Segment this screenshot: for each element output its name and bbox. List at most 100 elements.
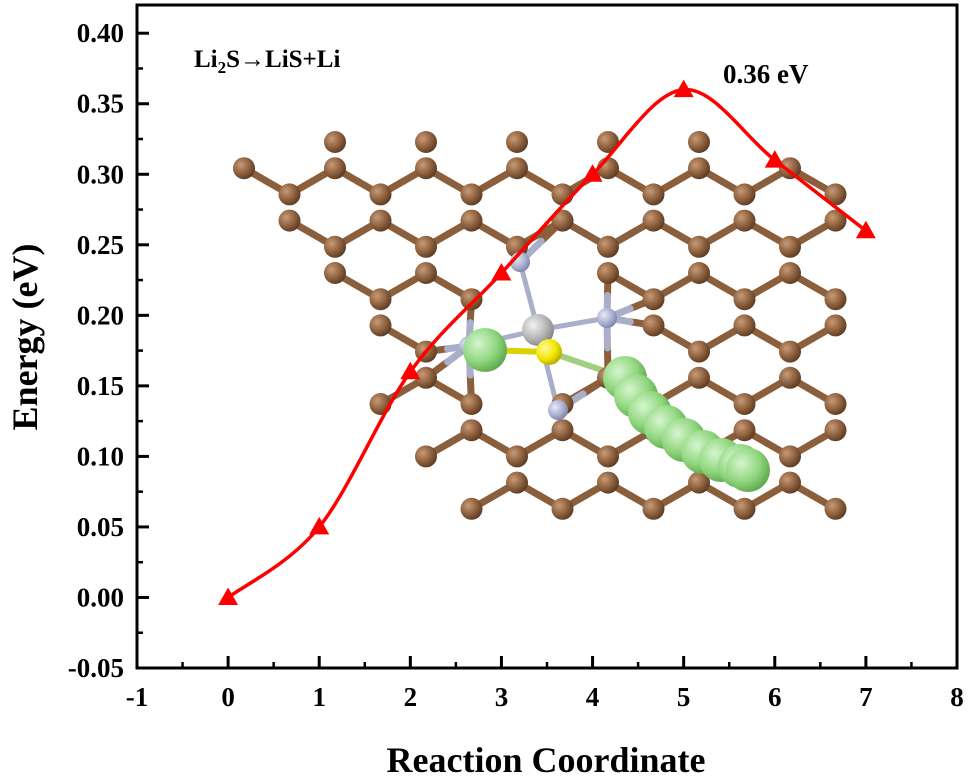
carbon-atom — [642, 183, 665, 206]
y-tick-label: 0.00 — [77, 582, 124, 612]
carbon-atom — [415, 131, 437, 153]
y-tick-label: -0.05 — [68, 653, 124, 683]
carbon-atom — [688, 262, 710, 284]
y-axis-label: Energy (eV) — [5, 244, 45, 431]
carbon-atom — [733, 288, 756, 311]
carbon-atom — [415, 445, 437, 468]
y-tick-label: 0.40 — [77, 18, 124, 48]
carbon-atom — [824, 288, 847, 311]
carbon-atom — [779, 340, 801, 363]
carbon-atom — [278, 209, 301, 232]
carbon-atom — [824, 183, 847, 206]
data-point-marker — [673, 79, 694, 98]
data-point-marker — [855, 220, 876, 239]
x-tick-label: 3 — [495, 682, 509, 712]
x-tick-label: 8 — [950, 682, 964, 712]
carbon-atom — [688, 131, 710, 153]
metal-atom — [522, 314, 554, 346]
y-tick-label: 0.35 — [77, 89, 124, 119]
carbon-atom — [733, 209, 756, 232]
carbon-atom — [597, 235, 619, 258]
carbon-atom — [551, 209, 574, 232]
nitrogen-atom — [597, 308, 617, 328]
carbon-atom — [824, 209, 847, 232]
carbon-atom — [824, 314, 847, 337]
carbon-atom — [688, 157, 710, 180]
x-tick-label: 6 — [768, 682, 782, 712]
sulfur-atom — [536, 339, 562, 365]
carbon-atom — [779, 366, 801, 389]
carbon-atom — [733, 314, 756, 337]
x-tick-label: 5 — [677, 682, 691, 712]
carbon-atom — [597, 131, 619, 153]
carbon-atom — [415, 157, 437, 180]
carbon-atom — [551, 183, 574, 206]
carbon-atom — [733, 183, 756, 206]
x-axis-label: Reaction Coordinate — [387, 740, 706, 780]
barrier-annotation: 0.36 eV — [723, 59, 809, 89]
carbon-atom — [415, 366, 437, 389]
carbon-atom — [369, 209, 392, 232]
carbon-atom — [460, 288, 483, 311]
x-tick-label: -1 — [126, 682, 149, 712]
carbon-atom — [460, 393, 483, 415]
carbon-atom — [506, 131, 528, 153]
carbon-atom — [460, 497, 483, 520]
nitrogen-atom — [548, 400, 568, 420]
carbon-atom — [779, 235, 801, 258]
carbon-atom — [324, 157, 346, 180]
carbon-atom — [369, 314, 392, 337]
carbon-atom — [415, 235, 437, 258]
carbon-atom — [233, 157, 255, 180]
carbon-atom — [506, 157, 528, 180]
carbon-atom — [688, 471, 710, 494]
y-tick-label: 0.15 — [77, 371, 124, 401]
carbon-atom — [369, 183, 392, 206]
carbon-atom — [324, 235, 346, 258]
carbon-atom — [597, 445, 619, 468]
energy-curve — [227, 87, 867, 599]
lithium-atom — [463, 328, 507, 372]
carbon-atom — [460, 183, 483, 206]
data-curve — [218, 79, 876, 605]
data-point-marker — [309, 516, 330, 535]
carbon-atom — [733, 497, 756, 520]
carbon-atom — [597, 262, 619, 284]
carbon-atom — [506, 445, 528, 468]
carbon-atom — [642, 209, 665, 232]
inset-atoms — [233, 131, 847, 520]
x-tick-label: 1 — [312, 682, 326, 712]
carbon-atom — [824, 419, 847, 442]
carbon-atom — [779, 157, 801, 180]
data-point-marker — [764, 150, 785, 168]
carbon-atom — [415, 262, 437, 284]
carbon-atom — [506, 471, 528, 494]
carbon-atom — [551, 419, 574, 442]
tick-labels: -1 0 1 2 3 4 5 6 7 8 -0.05 0.00 0.05 0.10 0.15 0.20 0.25… — [68, 18, 964, 712]
y-tick-label: 0.25 — [77, 230, 124, 260]
data-point-marker — [218, 587, 239, 605]
axes — [135, 3, 959, 670]
carbon-atom — [779, 445, 801, 468]
carbon-atom — [824, 497, 847, 520]
carbon-atom — [369, 393, 392, 415]
data-point-marker — [582, 164, 603, 182]
carbon-atom — [460, 419, 483, 442]
molecular-structure-inset — [233, 131, 847, 520]
carbon-atom — [551, 497, 574, 520]
carbon-atom — [642, 288, 665, 311]
x-tick-label: 7 — [859, 682, 873, 712]
y-tick-label: 0.30 — [77, 159, 124, 189]
carbon-atom — [597, 471, 619, 494]
carbon-atom — [688, 340, 710, 363]
reaction-annotation: Li2S→LiS+Li — [194, 46, 340, 77]
carbon-atom — [733, 393, 756, 415]
x-tick-label: 0 — [221, 682, 235, 712]
carbon-atom — [324, 131, 346, 153]
x-tick-label: 4 — [586, 682, 600, 712]
carbon-atom — [824, 393, 847, 415]
carbon-atom — [642, 314, 665, 337]
carbon-atom — [688, 235, 710, 258]
lithium-path-atom — [726, 448, 770, 492]
